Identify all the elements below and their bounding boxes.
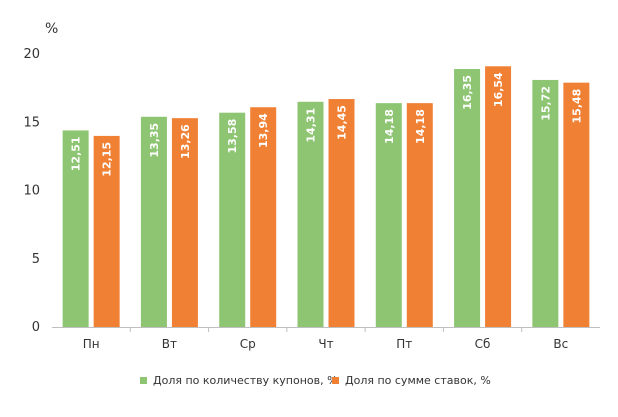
- x-tick-label: Вс: [553, 337, 568, 351]
- data-label: 13,58: [226, 119, 239, 154]
- bar-series-2-2: [171, 118, 198, 327]
- bar-series-1-3: [219, 112, 246, 327]
- data-label: 12,15: [101, 142, 114, 177]
- bar-series-1-2: [140, 116, 167, 327]
- data-label: 14,31: [305, 108, 318, 143]
- bar-series-2-4: [328, 99, 355, 327]
- y-tick-label: 20: [23, 47, 40, 62]
- bar-series-2-1: [93, 135, 120, 327]
- y-tick-label: 10: [23, 184, 40, 199]
- data-label: 14,18: [414, 109, 427, 144]
- data-label: 15,48: [570, 89, 583, 124]
- y-axis-unit-label: %: [45, 21, 58, 37]
- bar-series-1-1: [62, 130, 89, 327]
- legend-swatch: [332, 377, 339, 384]
- x-axis-ticks: Пн Вт Ср Чт Пт Сб Вс: [83, 327, 568, 351]
- bar-series-2-5: [406, 103, 433, 327]
- legend-swatch: [140, 377, 147, 384]
- x-tick-label: Пн: [83, 337, 100, 351]
- legend: Доля по количеству купонов, % Доля по сум…: [140, 374, 491, 387]
- data-label: 14,18: [383, 109, 396, 144]
- bar-series-2-7: [563, 82, 590, 327]
- bar-series-1-7: [532, 79, 559, 327]
- bar-series-1-4: [297, 101, 324, 328]
- x-tick-label: Ср: [240, 337, 256, 351]
- legend-entry: Доля по количеству купонов, %: [153, 374, 338, 387]
- data-label: 13,94: [257, 113, 270, 148]
- data-label: 13,26: [179, 124, 192, 159]
- y-axis-ticks: 0 5 10 15 20: [23, 47, 40, 335]
- data-label: 16,54: [492, 72, 505, 107]
- bar-series-1-5: [375, 103, 402, 327]
- bar-series-2-6: [485, 66, 512, 327]
- y-tick-label: 15: [23, 115, 40, 130]
- data-label: 16,35: [461, 75, 474, 110]
- data-label: 13,35: [148, 123, 161, 158]
- data-label: 12,51: [70, 136, 83, 171]
- bar-series-1-6: [454, 69, 481, 327]
- data-label: 14,45: [336, 105, 349, 140]
- x-tick-label: Пт: [396, 337, 412, 351]
- x-tick-label: Чт: [318, 337, 333, 351]
- legend-entry: Доля по сумме ставок, %: [345, 374, 491, 387]
- x-tick-label: Сб: [475, 337, 491, 351]
- y-tick-label: 5: [32, 252, 40, 267]
- x-tick-label: Вт: [162, 337, 177, 351]
- bar-series-2-3: [250, 107, 277, 327]
- bars: 12,51 12,15 13,35 13,26 13,58 13,94 14,31 14,45…: [62, 66, 590, 328]
- y-tick-label: 0: [32, 320, 40, 335]
- data-label: 15,72: [539, 86, 552, 121]
